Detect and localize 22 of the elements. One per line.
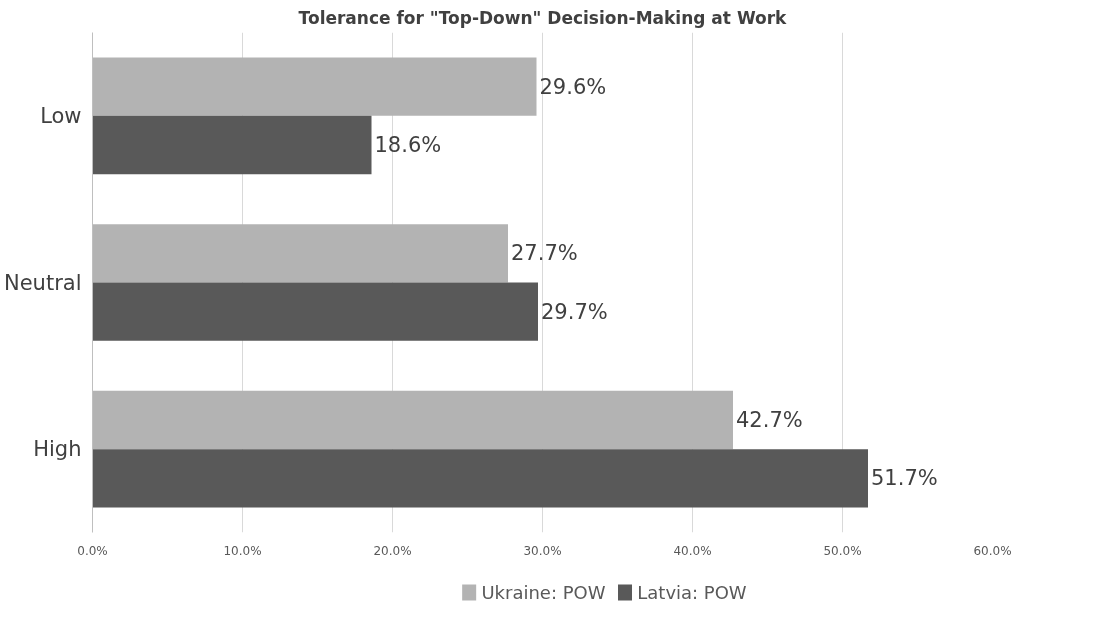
bar bbox=[92, 449, 868, 508]
x-tick-label: 50.0% bbox=[823, 543, 862, 558]
bar bbox=[92, 115, 372, 175]
data-label: 29.6% bbox=[539, 74, 607, 99]
legend-label: Latvia: POW bbox=[637, 582, 747, 603]
y-tick-label: Neutral bbox=[3, 270, 82, 295]
x-tick-label: 0.0% bbox=[77, 543, 108, 558]
data-label: 29.7% bbox=[541, 299, 608, 324]
y-tick-label: High bbox=[33, 437, 82, 462]
data-label: 18.6% bbox=[374, 133, 442, 157]
data-label: 51.7% bbox=[871, 466, 938, 491]
x-tick-label: 20.0% bbox=[373, 543, 412, 558]
data-label: 27.7% bbox=[511, 241, 578, 266]
x-tick-label: 10.0% bbox=[223, 543, 262, 558]
x-tick-label: 30.0% bbox=[523, 543, 562, 558]
x-tick-label: 40.0% bbox=[673, 543, 712, 558]
x-tick-label: 60.0% bbox=[973, 543, 1012, 558]
legend-label: Ukraine: POW bbox=[481, 582, 606, 603]
data-label: 42.7% bbox=[736, 408, 803, 432]
chart-title: Tolerance for "Top-Down" Decision-Making at Work bbox=[298, 7, 788, 28]
y-tick-label: Low bbox=[40, 103, 82, 128]
bar bbox=[92, 282, 538, 341]
